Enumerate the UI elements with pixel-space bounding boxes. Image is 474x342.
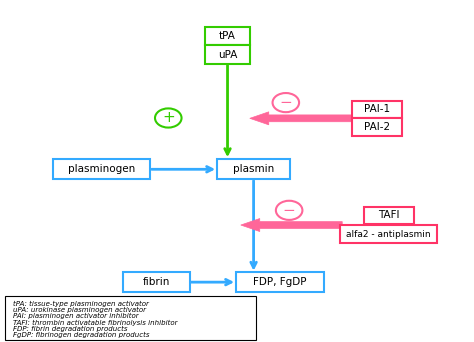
- FancyBboxPatch shape: [53, 159, 151, 179]
- Text: TAFI: TAFI: [378, 210, 400, 221]
- Text: PAI-1: PAI-1: [364, 104, 390, 115]
- Text: −: −: [283, 203, 295, 218]
- FancyBboxPatch shape: [205, 45, 250, 64]
- Text: plasminogen: plasminogen: [68, 164, 136, 174]
- Polygon shape: [250, 112, 353, 125]
- FancyBboxPatch shape: [236, 272, 323, 292]
- Text: alfa2 - antiplasmin: alfa2 - antiplasmin: [346, 230, 431, 239]
- Text: TAFI: thrombin activatable fibrinolysis inhibitor: TAFI: thrombin activatable fibrinolysis …: [13, 319, 177, 326]
- FancyBboxPatch shape: [123, 272, 190, 292]
- Text: uPA: uPA: [218, 50, 237, 60]
- Text: +: +: [162, 110, 174, 126]
- FancyBboxPatch shape: [352, 118, 402, 136]
- Text: FgDP: fibrinogen degradation products: FgDP: fibrinogen degradation products: [13, 332, 149, 338]
- FancyBboxPatch shape: [217, 159, 290, 179]
- FancyBboxPatch shape: [340, 225, 437, 243]
- Text: PAI-2: PAI-2: [364, 122, 390, 132]
- Polygon shape: [241, 219, 342, 232]
- FancyBboxPatch shape: [364, 207, 413, 224]
- FancyBboxPatch shape: [352, 101, 402, 118]
- FancyBboxPatch shape: [205, 26, 250, 45]
- Text: tPA: tissue-type plasminogen activator: tPA: tissue-type plasminogen activator: [13, 301, 149, 307]
- Text: FDP: fibrin degradation products: FDP: fibrin degradation products: [13, 326, 128, 332]
- Text: tPA: tPA: [219, 31, 236, 41]
- Text: plasmin: plasmin: [233, 164, 274, 174]
- Text: FDP, FgDP: FDP, FgDP: [253, 277, 306, 287]
- Text: PAI: plasminogen activator inhibitor: PAI: plasminogen activator inhibitor: [13, 313, 138, 319]
- FancyBboxPatch shape: [5, 296, 256, 340]
- Text: fibrin: fibrin: [143, 277, 170, 287]
- Text: −: −: [280, 95, 292, 110]
- Text: uPA: urokinase plasminogen activator: uPA: urokinase plasminogen activator: [13, 307, 146, 313]
